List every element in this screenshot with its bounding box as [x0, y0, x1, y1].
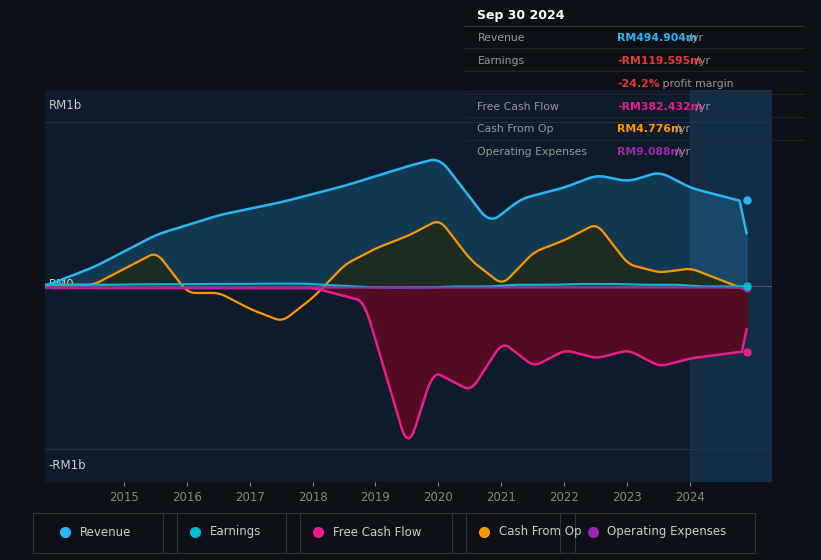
- Text: RM4.776m: RM4.776m: [617, 124, 682, 134]
- Text: Free Cash Flow: Free Cash Flow: [478, 101, 559, 111]
- Text: RM494.904m: RM494.904m: [617, 33, 697, 43]
- Text: -RM1b: -RM1b: [48, 459, 86, 472]
- Text: Cash From Op: Cash From Op: [499, 525, 581, 539]
- Text: -RM382.432m: -RM382.432m: [617, 101, 702, 111]
- Text: /yr: /yr: [692, 101, 710, 111]
- Text: /yr: /yr: [672, 124, 690, 134]
- Text: Free Cash Flow: Free Cash Flow: [333, 525, 421, 539]
- Text: /yr: /yr: [672, 147, 690, 157]
- Text: profit margin: profit margin: [659, 79, 734, 88]
- Text: Earnings: Earnings: [210, 525, 261, 539]
- Text: Operating Expenses: Operating Expenses: [608, 525, 727, 539]
- Text: Revenue: Revenue: [80, 525, 131, 539]
- Bar: [690, 90, 803, 482]
- Text: Earnings: Earnings: [478, 56, 525, 66]
- Text: Revenue: Revenue: [478, 33, 525, 43]
- Text: /yr: /yr: [686, 33, 704, 43]
- Text: RM9.088m: RM9.088m: [617, 147, 682, 157]
- Text: Sep 30 2024: Sep 30 2024: [478, 9, 565, 22]
- Text: RM0: RM0: [48, 278, 75, 291]
- Text: RM1b: RM1b: [48, 100, 82, 113]
- Text: Cash From Op: Cash From Op: [478, 124, 554, 134]
- Text: Operating Expenses: Operating Expenses: [478, 147, 588, 157]
- Text: -24.2%: -24.2%: [617, 79, 660, 88]
- Text: -RM119.595m: -RM119.595m: [617, 56, 702, 66]
- Text: /yr: /yr: [692, 56, 710, 66]
